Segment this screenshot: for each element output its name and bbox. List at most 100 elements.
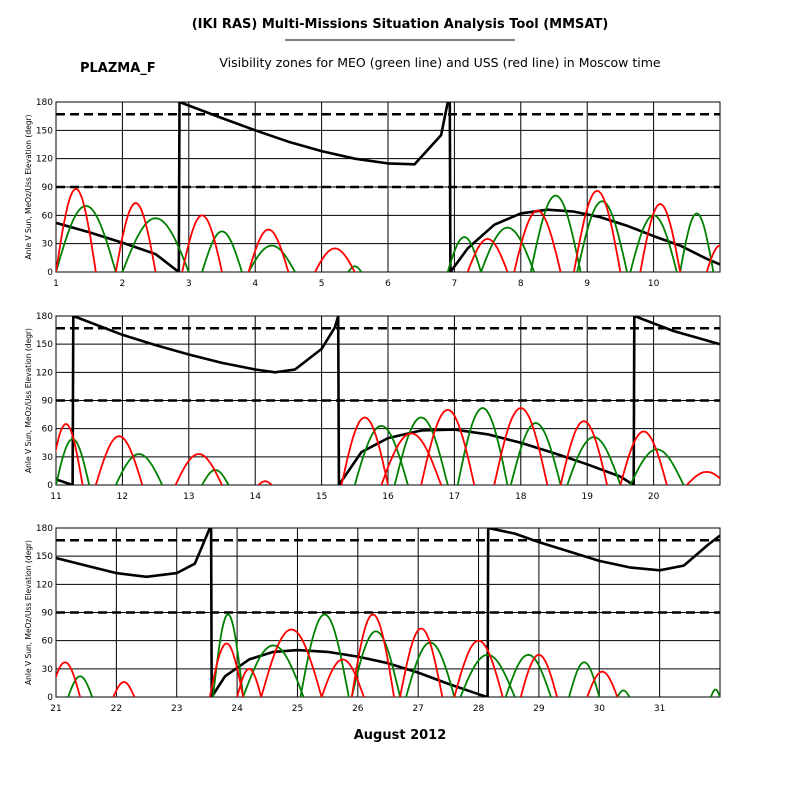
uss-elevation-pass <box>639 203 682 272</box>
uss-elevation-pass <box>350 613 395 697</box>
y-tick-label: 180 <box>36 98 53 108</box>
x-tick-label: 7 <box>452 279 458 289</box>
uss-elevation-pass <box>380 432 442 485</box>
y-axis-label: Anle V Sun, MeOz/Uss Elevation (degr) <box>24 328 33 473</box>
plot-area <box>56 102 720 272</box>
y-tick-label: 60 <box>42 425 54 435</box>
uss-elevation-pass <box>56 187 97 272</box>
x-tick-label: 8 <box>518 279 524 289</box>
page-title: (IKI RAS) Multi-Missions Situation Analy… <box>192 17 609 32</box>
x-tick-label: 13 <box>183 492 194 502</box>
uss-elevation-pass <box>420 408 476 485</box>
meo-elevation-pass <box>480 226 535 272</box>
chart-subtitle: Visibility zones for MEO (green line) an… <box>219 55 660 70</box>
uss-elevation-pass <box>573 189 622 272</box>
meo-elevation-pass <box>353 424 409 485</box>
y-tick-label: 150 <box>36 126 53 136</box>
x-tick-label: 2 <box>120 279 126 289</box>
x-tick-label: 20 <box>648 492 660 502</box>
uss-elevation-pass <box>559 420 608 485</box>
x-tick-label: 3 <box>186 279 192 289</box>
uss-elevation-pass <box>513 209 562 272</box>
y-tick-label: 60 <box>42 211 54 221</box>
x-tick-label: 23 <box>171 704 182 714</box>
x-tick-label: 14 <box>249 492 261 502</box>
meo-elevation-pass <box>710 688 720 697</box>
uss-elevation-pass <box>112 681 136 697</box>
x-tick-label: 11 <box>50 492 61 502</box>
y-tick-label: 150 <box>36 552 53 562</box>
plot-area <box>56 316 720 485</box>
plot-frame <box>55 527 721 698</box>
y-tick-label: 120 <box>36 155 53 165</box>
x-tick-label: 21 <box>50 704 61 714</box>
meo-elevation-pass <box>504 653 552 697</box>
uss-elevation-pass <box>247 228 290 272</box>
meo-elevation-pass <box>299 613 350 697</box>
x-tick-label: 5 <box>319 279 325 289</box>
uss-elevation-pass <box>236 667 263 697</box>
meo-elevation-pass <box>629 448 685 485</box>
meo-elevation-pass <box>576 200 628 272</box>
meo-elevation-pass <box>121 217 190 272</box>
uss-elevation-pass <box>257 480 273 485</box>
x-tick-label: 30 <box>594 704 606 714</box>
meo-elevation-pass <box>56 204 117 272</box>
x-tick-label: 9 <box>584 279 590 289</box>
uss-elevation-pass <box>399 627 444 697</box>
y-tick-label: 30 <box>42 453 54 463</box>
uss-elevation-pass <box>94 435 144 485</box>
y-tick-label: 30 <box>42 665 54 675</box>
meo-elevation-pass <box>679 212 715 272</box>
x-tick-label: 29 <box>533 704 545 714</box>
x-tick-label: 6 <box>385 279 391 289</box>
uss-elevation-pass <box>686 470 720 485</box>
meo-elevation-pass <box>201 230 243 272</box>
x-tick-label: 4 <box>252 279 258 289</box>
uss-elevation-pass <box>174 453 223 485</box>
y-axis-label: Anle V Sun, MeOz/Uss Elevation (degr) <box>24 114 33 259</box>
uss-elevation-pass <box>466 237 509 272</box>
meo-elevation-pass <box>247 244 296 272</box>
x-tick-label: 22 <box>111 704 122 714</box>
x-tick-label: 24 <box>231 704 243 714</box>
y-tick-label: 120 <box>36 368 53 378</box>
uss-elevation-pass <box>519 653 558 697</box>
meo-elevation-pass <box>56 438 91 485</box>
meo-elevation-pass <box>350 630 401 697</box>
x-tick-label: 16 <box>382 492 394 502</box>
meo-elevation-pass <box>67 675 94 697</box>
y-tick-label: 0 <box>47 268 53 278</box>
y-tick-label: 60 <box>42 637 54 647</box>
meo-elevation-pass <box>566 436 622 485</box>
uss-elevation-pass <box>314 247 356 272</box>
chart-panel-2: 11 12 13 14 15 16 17 18 19 20 0 30 60 90 120 150 180Anle… <box>24 312 721 502</box>
x-tick-label: 27 <box>412 704 423 714</box>
y-tick-label: 90 <box>42 397 54 407</box>
x-tick-label: 15 <box>316 492 327 502</box>
x-tick-label: 28 <box>473 704 485 714</box>
x-axis-label: August 2012 <box>354 728 447 743</box>
uss-elevation-pass <box>181 214 223 272</box>
meo-elevation-pass <box>616 689 631 697</box>
meo-elevation-pass <box>393 416 449 485</box>
uss-elevation-pass <box>209 642 244 697</box>
meo-elevation-pass <box>459 653 516 697</box>
uss-elevation-pass <box>493 407 549 485</box>
uss-elevation-pass <box>260 628 323 697</box>
y-tick-label: 180 <box>36 312 53 322</box>
x-tick-label: 17 <box>449 492 460 502</box>
x-tick-label: 10 <box>648 279 660 289</box>
meo-elevation-pass <box>405 641 456 697</box>
y-tick-label: 30 <box>42 240 54 250</box>
uss-elevation-pass <box>56 423 84 485</box>
y-tick-label: 180 <box>36 524 53 534</box>
sun-angle-line <box>56 528 720 697</box>
uss-elevation-pass <box>320 658 365 697</box>
x-tick-label: 26 <box>352 704 364 714</box>
meo-elevation-pass <box>114 453 164 485</box>
y-tick-label: 0 <box>47 481 53 491</box>
